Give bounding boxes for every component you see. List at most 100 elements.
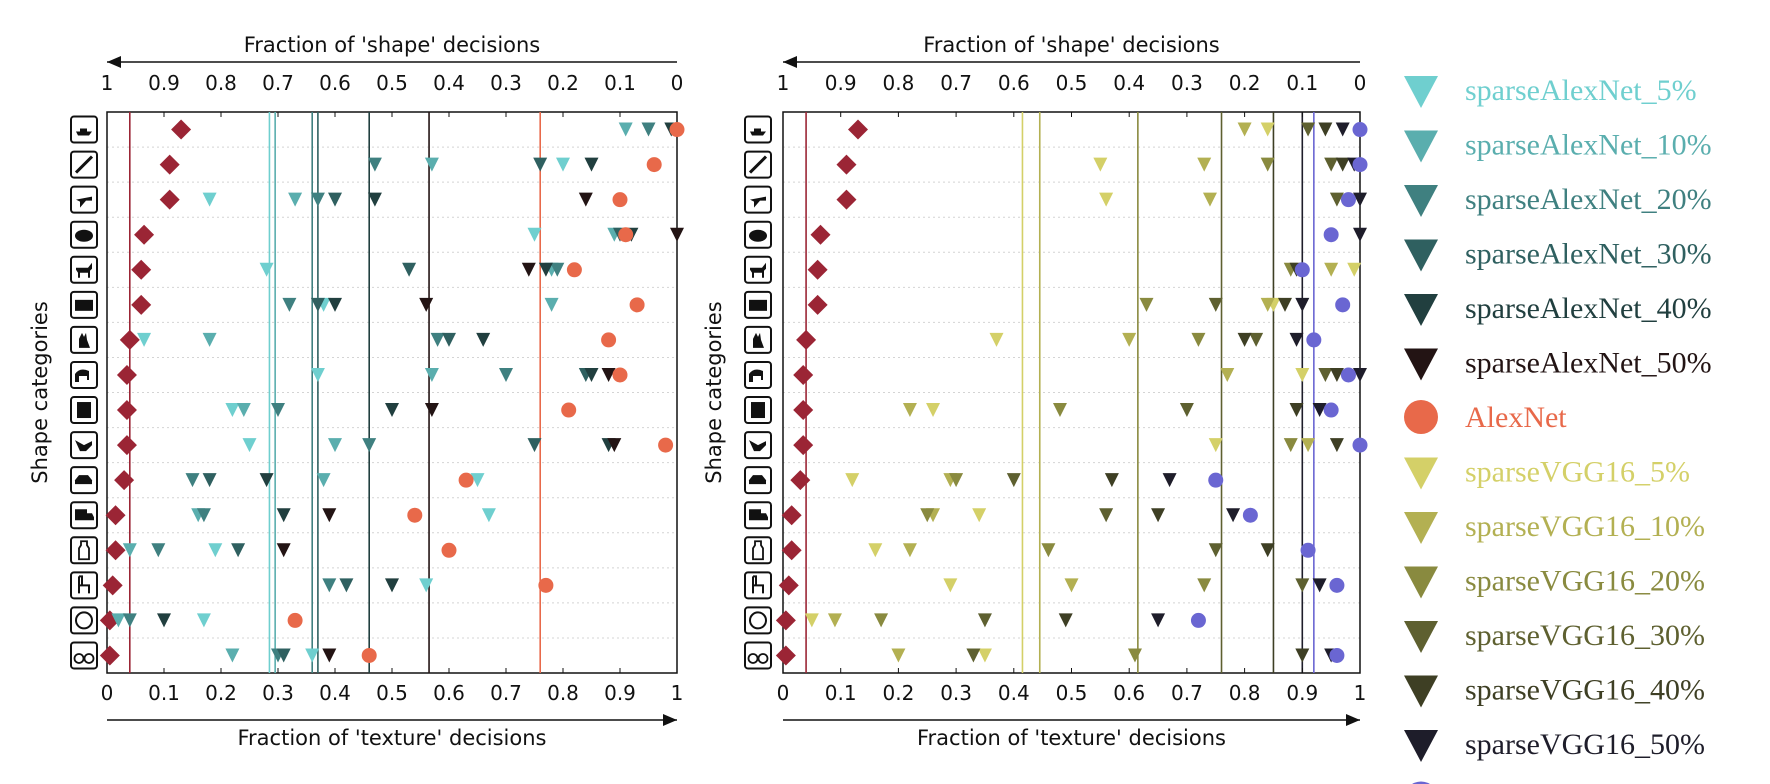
marker-sparsevgg16-40- (1335, 157, 1350, 172)
marker-alexnet (646, 157, 662, 173)
marker-sparsevgg16-50- (1162, 473, 1177, 488)
marker-sparsevgg16-5- (926, 403, 941, 418)
marker-sparsevgg16-10- (1260, 297, 1275, 312)
bicycle-icon (747, 653, 759, 664)
elephant-icon (75, 369, 89, 382)
marker-sparsevgg16-30- (1099, 508, 1114, 523)
marker-sparsealexnet-30- (276, 648, 291, 663)
marker-vgg16 (1329, 647, 1345, 663)
top-tick-label: 1 (101, 71, 114, 95)
marker-humans (836, 154, 857, 175)
marker-humans (790, 470, 811, 491)
marker-sparsevgg16-30- (1249, 332, 1264, 347)
legend-item: sparseVGG16_5% (1404, 456, 1690, 490)
marker-sparsevgg16-10- (902, 543, 917, 558)
marker-sparsealexnet-40- (476, 332, 491, 347)
marker-sparsealexnet-20- (282, 297, 297, 312)
marker-sparsevgg16-5- (1295, 367, 1310, 382)
marker-sparsevgg16-30- (966, 648, 981, 663)
marker-sparsealexnet-5- (202, 192, 217, 207)
marker-humans (796, 329, 817, 350)
legend-label: AlexNet (1465, 401, 1567, 434)
legend-label: sparseAlexNet_40% (1465, 292, 1712, 325)
marker-sparsealexnet-5- (419, 578, 434, 593)
marker-humans (848, 119, 869, 140)
marker-sparsevgg16-40- (1329, 367, 1344, 382)
bottom-axis-arrowhead (663, 714, 677, 726)
category-icon (70, 501, 98, 530)
x-axis-label: Fraction of 'texture' decisions (238, 726, 547, 750)
category-icon-frame (70, 606, 98, 635)
top-tick-label: 0.1 (1286, 71, 1318, 95)
marker-humans (116, 364, 137, 385)
marker-alexnet (658, 437, 674, 453)
legend-label: sparseAlexNet_5% (1465, 74, 1697, 107)
marker-humans (171, 119, 192, 140)
marker-sparsealexnet-5- (305, 648, 320, 663)
category-icon (744, 150, 772, 179)
bottom-tick-label: 0.6 (433, 681, 465, 705)
top-tick-label: 0.9 (825, 71, 857, 95)
marker-alexnet (441, 542, 457, 558)
marker-vgg16 (1340, 367, 1356, 383)
bear-icon (75, 229, 93, 242)
marker-sparsevgg16-10- (902, 403, 917, 418)
marker-sparsevgg16-40- (1058, 613, 1073, 628)
legend-item: sparseAlexNet_30% (1404, 238, 1712, 272)
category-icon (70, 220, 98, 249)
top-tick-label: 0.5 (1056, 71, 1088, 95)
bottom-tick-label: 0.2 (205, 681, 237, 705)
bottom-tick-label: 0.3 (940, 681, 972, 705)
marker-sparsevgg16-5- (804, 613, 819, 628)
marker-alexnet (538, 577, 554, 593)
marker-vgg16 (1323, 402, 1339, 418)
marker-sparsealexnet-40- (328, 297, 342, 312)
marker-sparsealexnet-50- (670, 227, 684, 242)
marker-sparsevgg16-40- (1104, 473, 1119, 488)
marker-sparsealexnet-20- (310, 192, 325, 207)
y-axis-label: Shape categories (702, 301, 726, 484)
marker-humans (105, 505, 126, 526)
bottom-tick-label: 0.4 (998, 681, 1030, 705)
marker-sparsevgg16-20- (1197, 578, 1212, 593)
marker-sparsevgg16-20- (1041, 543, 1056, 558)
marker-humans (159, 154, 180, 175)
marker-vgg16 (1352, 157, 1368, 173)
category-icon (70, 360, 98, 389)
marker-sparsealexnet-20- (322, 578, 337, 593)
marker-sparsealexnet-30- (339, 578, 354, 593)
marker-sparsealexnet-5- (556, 157, 570, 172)
category-icon (744, 220, 772, 249)
marker-sparsevgg16-5- (1208, 438, 1223, 453)
legend-label: sparseVGG16_50% (1465, 728, 1705, 761)
marker-sparsevgg16-50- (1312, 403, 1327, 418)
top-tick-label: 0.6 (319, 71, 351, 95)
marker-alexnet (361, 647, 377, 663)
top-tick-label: 0.6 (998, 71, 1030, 95)
category-icon (744, 501, 772, 530)
marker-sparsealexnet-50- (521, 262, 536, 277)
marker-humans (105, 540, 126, 561)
marker-alexnet (629, 297, 645, 313)
marker-sparsevgg16-5- (1093, 157, 1108, 172)
marker-vgg16 (1294, 262, 1310, 278)
airplane-icon (76, 196, 92, 208)
oven-icon (749, 299, 767, 311)
bottom-tick-label: 0.8 (547, 681, 579, 705)
marker-sparsevgg16-10- (1220, 367, 1235, 382)
marker-vgg16 (1242, 507, 1258, 523)
clock-icon (75, 611, 93, 630)
marker-sparsevgg16-40- (1289, 403, 1304, 418)
marker-alexnet (287, 612, 303, 628)
marker-sparsealexnet-30- (402, 262, 417, 277)
legend-label: sparseVGG16_30% (1465, 619, 1705, 652)
legend-label: sparseAlexNet_30% (1465, 238, 1712, 271)
legend-label: sparseAlexNet_50% (1465, 347, 1712, 380)
bottom-tick-label: 0 (101, 681, 114, 705)
marker-alexnet (618, 227, 634, 243)
marker-sparsealexnet-30- (310, 297, 325, 312)
category-icon-frame (744, 606, 772, 635)
top-tick-label: 0.8 (882, 71, 914, 95)
marker-sparsealexnet-10- (202, 332, 217, 347)
marker-sparsevgg16-30- (1295, 578, 1310, 593)
